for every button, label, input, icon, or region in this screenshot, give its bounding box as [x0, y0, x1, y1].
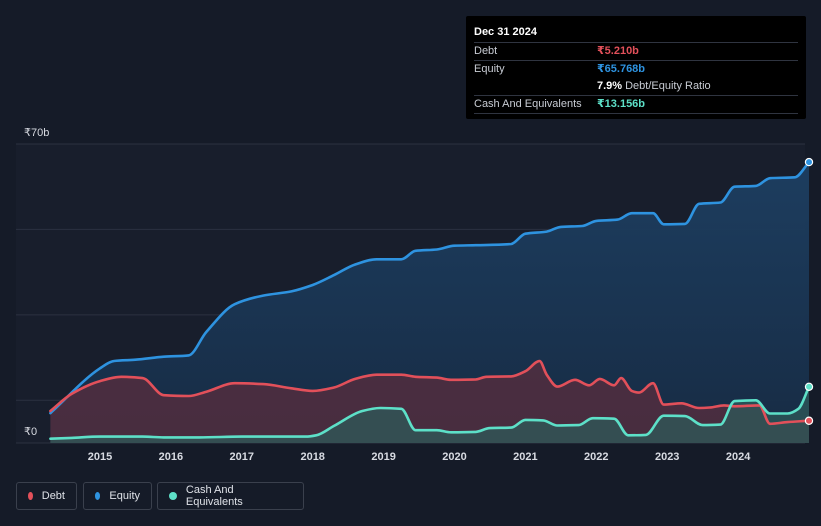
- tooltip-cash-value: ₹13.156b: [597, 98, 646, 110]
- x-tick-label: 2020: [442, 451, 466, 463]
- tooltip-debt-value: ₹5.210b: [597, 45, 639, 57]
- equity-dot-icon: [95, 492, 101, 500]
- tooltip-panel: Dec 31 2024 Debt ₹5.210b Equity ₹65.768b…: [466, 16, 806, 119]
- equity-area: [50, 162, 810, 443]
- x-tick-label: 2016: [159, 451, 183, 463]
- debt-dot-icon: [28, 492, 33, 500]
- legend-debt-label: Debt: [41, 490, 65, 502]
- x-tick-label: 2018: [300, 451, 324, 463]
- series-lines: [49, 160, 811, 440]
- series-end-markers: [804, 157, 814, 425]
- legend-cash-label: Cash And Equivalents: [185, 484, 243, 508]
- tooltip-ratio-label: Debt/Equity Ratio: [625, 80, 711, 92]
- x-tick-label: 2023: [655, 451, 679, 463]
- x-axis-labels: 2015 2016 2017 2018 2019 2020 2021 2022 2023 2024: [88, 451, 751, 463]
- x-tick-label: 2017: [230, 451, 254, 463]
- y-tick-label: ₹0: [24, 426, 37, 438]
- legend-item-debt[interactable]: Debt: [16, 482, 77, 510]
- tooltip-ratio-value: 7.9%: [597, 80, 623, 92]
- y-tick-label: ₹70b: [24, 127, 49, 139]
- x-tick-label: 2021: [513, 451, 537, 463]
- x-tick-label: 2019: [371, 451, 395, 463]
- tooltip-row-equity: Equity ₹65.768b: [474, 60, 798, 78]
- tooltip-row-debt: Debt ₹5.210b: [474, 42, 798, 60]
- equity-end-marker[interactable]: [804, 157, 814, 167]
- x-tick-label: 2015: [88, 451, 112, 463]
- y-axis-labels: ₹70b ₹0: [24, 127, 49, 438]
- cash-line: [49, 385, 811, 440]
- legend-equity-label: Equity: [109, 490, 140, 502]
- tooltip-row-cash: Cash And Equivalents ₹13.156b: [474, 95, 798, 114]
- x-tick-label: 2024: [726, 451, 751, 463]
- debt-end-marker[interactable]: [804, 416, 814, 425]
- tooltip-equity-value: ₹65.768b: [597, 63, 646, 75]
- tooltip-date: Dec 31 2024: [474, 26, 537, 38]
- legend-item-equity[interactable]: Equity: [83, 482, 152, 510]
- cash-dot-icon: [169, 492, 177, 500]
- equity-line: [49, 160, 811, 415]
- debt-line: [49, 359, 811, 426]
- cash-end-marker[interactable]: [804, 382, 814, 392]
- x-tick-label: 2022: [584, 451, 608, 463]
- tooltip-equity-label: Equity: [474, 63, 505, 75]
- tooltip-row-ratio: 7.9% Debt/Equity Ratio: [474, 78, 798, 95]
- cash-area: [50, 386, 810, 443]
- legend-item-cash[interactable]: Cash And Equivalents: [157, 482, 304, 510]
- tooltip-cash-label: Cash And Equivalents: [474, 98, 582, 110]
- tooltip-debt-label: Debt: [474, 45, 498, 57]
